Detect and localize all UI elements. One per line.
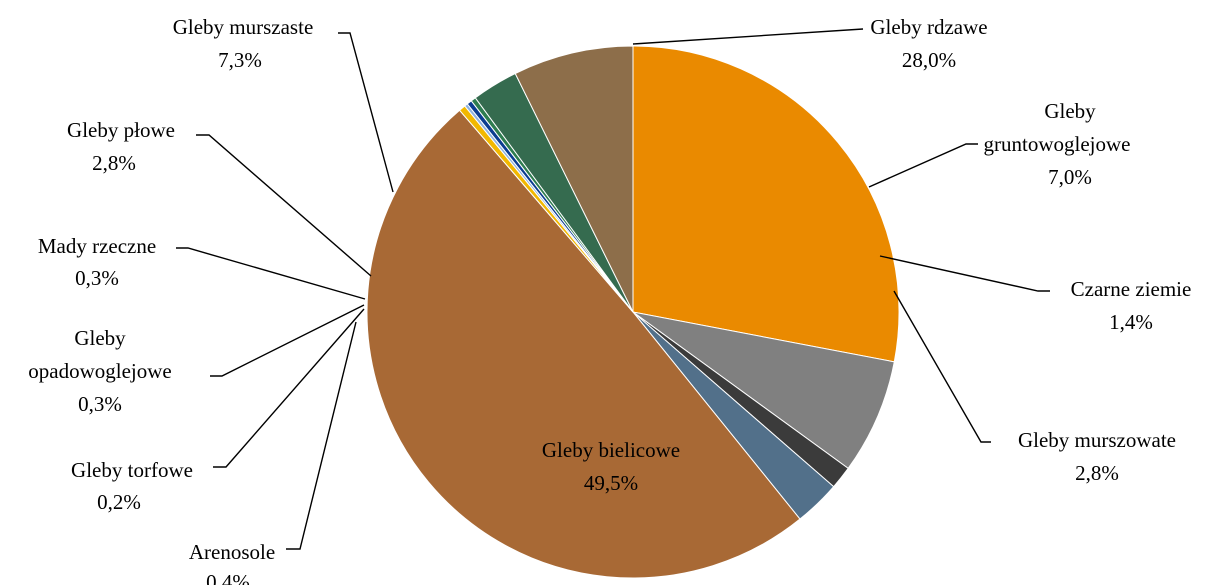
- slice-name-label: Czarne ziemie: [1071, 277, 1192, 301]
- slice-name-label: Arenosole: [189, 540, 275, 564]
- data-label-gleby-murszaste: Gleby murszaste 7,3%: [173, 15, 314, 72]
- slice-gleby-bielicowe: [366, 109, 801, 579]
- slice-value-label: 49,5%: [584, 471, 638, 495]
- data-label-gleby-opadowoglejowe: Gleby opadowoglejowe 0,3%: [28, 326, 171, 416]
- leader-line-arenosole: [286, 321, 357, 550]
- slice-value-label: 7,0%: [1048, 165, 1092, 189]
- slice-value-label: 0,4%: [206, 570, 250, 585]
- slice-value-label: 0,3%: [78, 392, 122, 416]
- slice-value-label: 0,3%: [75, 266, 119, 290]
- slice-name-label: gruntowoglejowe: [984, 132, 1131, 156]
- slice-name-label: Gleby: [74, 326, 126, 350]
- slice-value-label: 7,3%: [218, 48, 262, 72]
- slice-name-label: Gleby murszowate: [1018, 428, 1176, 452]
- data-label-gleby-bielicowe: Gleby bielicowe 49,5%: [542, 438, 680, 495]
- data-label-mady-rzeczne: Mady rzeczne 0,3%: [38, 234, 156, 290]
- slice-name-label: Mady rzeczne: [38, 234, 156, 258]
- data-label-gleby-rdzawe: Gleby rdzawe 28,0%: [870, 15, 987, 72]
- data-label-gleby-plowe: Gleby płowe 2,8%: [67, 118, 175, 175]
- leader-line-gleby-gruntowoglejowe: [868, 143, 978, 188]
- slice-gleby-gruntowoglejowe: [632, 311, 895, 470]
- slice-gleby-rdzawe: [632, 45, 900, 363]
- leader-line-gleby-plowe: [196, 134, 372, 277]
- leader-line-gleby-torfowe: [213, 308, 365, 468]
- slice-name-label: Gleby murszaste: [173, 15, 314, 39]
- leader-line-gleby-murszaste: [338, 32, 394, 193]
- slice-value-label: 1,4%: [1109, 310, 1153, 334]
- leader-line-mady-rzeczne: [176, 247, 366, 300]
- data-label-gleby-torfowe: Gleby torfowe 0,2%: [71, 458, 193, 514]
- data-label-czarne-ziemie: Czarne ziemie 1,4%: [1071, 277, 1192, 334]
- slice-name-label: Gleby płowe: [67, 118, 175, 142]
- slice-name-label: Gleby bielicowe: [542, 438, 680, 462]
- slice-name-label: Gleby rdzawe: [870, 15, 987, 39]
- slice-name-label: opadowoglejowe: [28, 359, 171, 383]
- slice-value-label: 28,0%: [902, 48, 956, 72]
- slice-value-label: 2,8%: [92, 151, 136, 175]
- leader-line-gleby-murszowate: [893, 290, 991, 443]
- slice-value-label: 0,2%: [97, 490, 141, 514]
- leader-lines: [176, 28, 1050, 550]
- pie-slices: [366, 45, 900, 579]
- slice-labels: Gleby rdzawe 28,0% Gleby gruntowoglejowe 7,0…: [28, 15, 1191, 585]
- data-label-arenosole: Arenosole 0,4%: [189, 540, 275, 585]
- slice-name-label: Gleby: [1044, 99, 1096, 123]
- slice-value-label: 2,8%: [1075, 461, 1119, 485]
- leader-line-gleby-opadowoglejowe: [210, 304, 365, 377]
- data-label-gleby-murszowate: Gleby murszowate 2,8%: [1018, 428, 1176, 485]
- leader-line-gleby-rdzawe: [632, 28, 864, 45]
- data-label-gleby-gruntowoglejowe: Gleby gruntowoglejowe 7,0%: [984, 99, 1131, 189]
- slice-name-label: Gleby torfowe: [71, 458, 193, 482]
- slice-gleby-murszaste: [514, 45, 634, 313]
- leader-line-czarne-ziemie: [879, 255, 1050, 292]
